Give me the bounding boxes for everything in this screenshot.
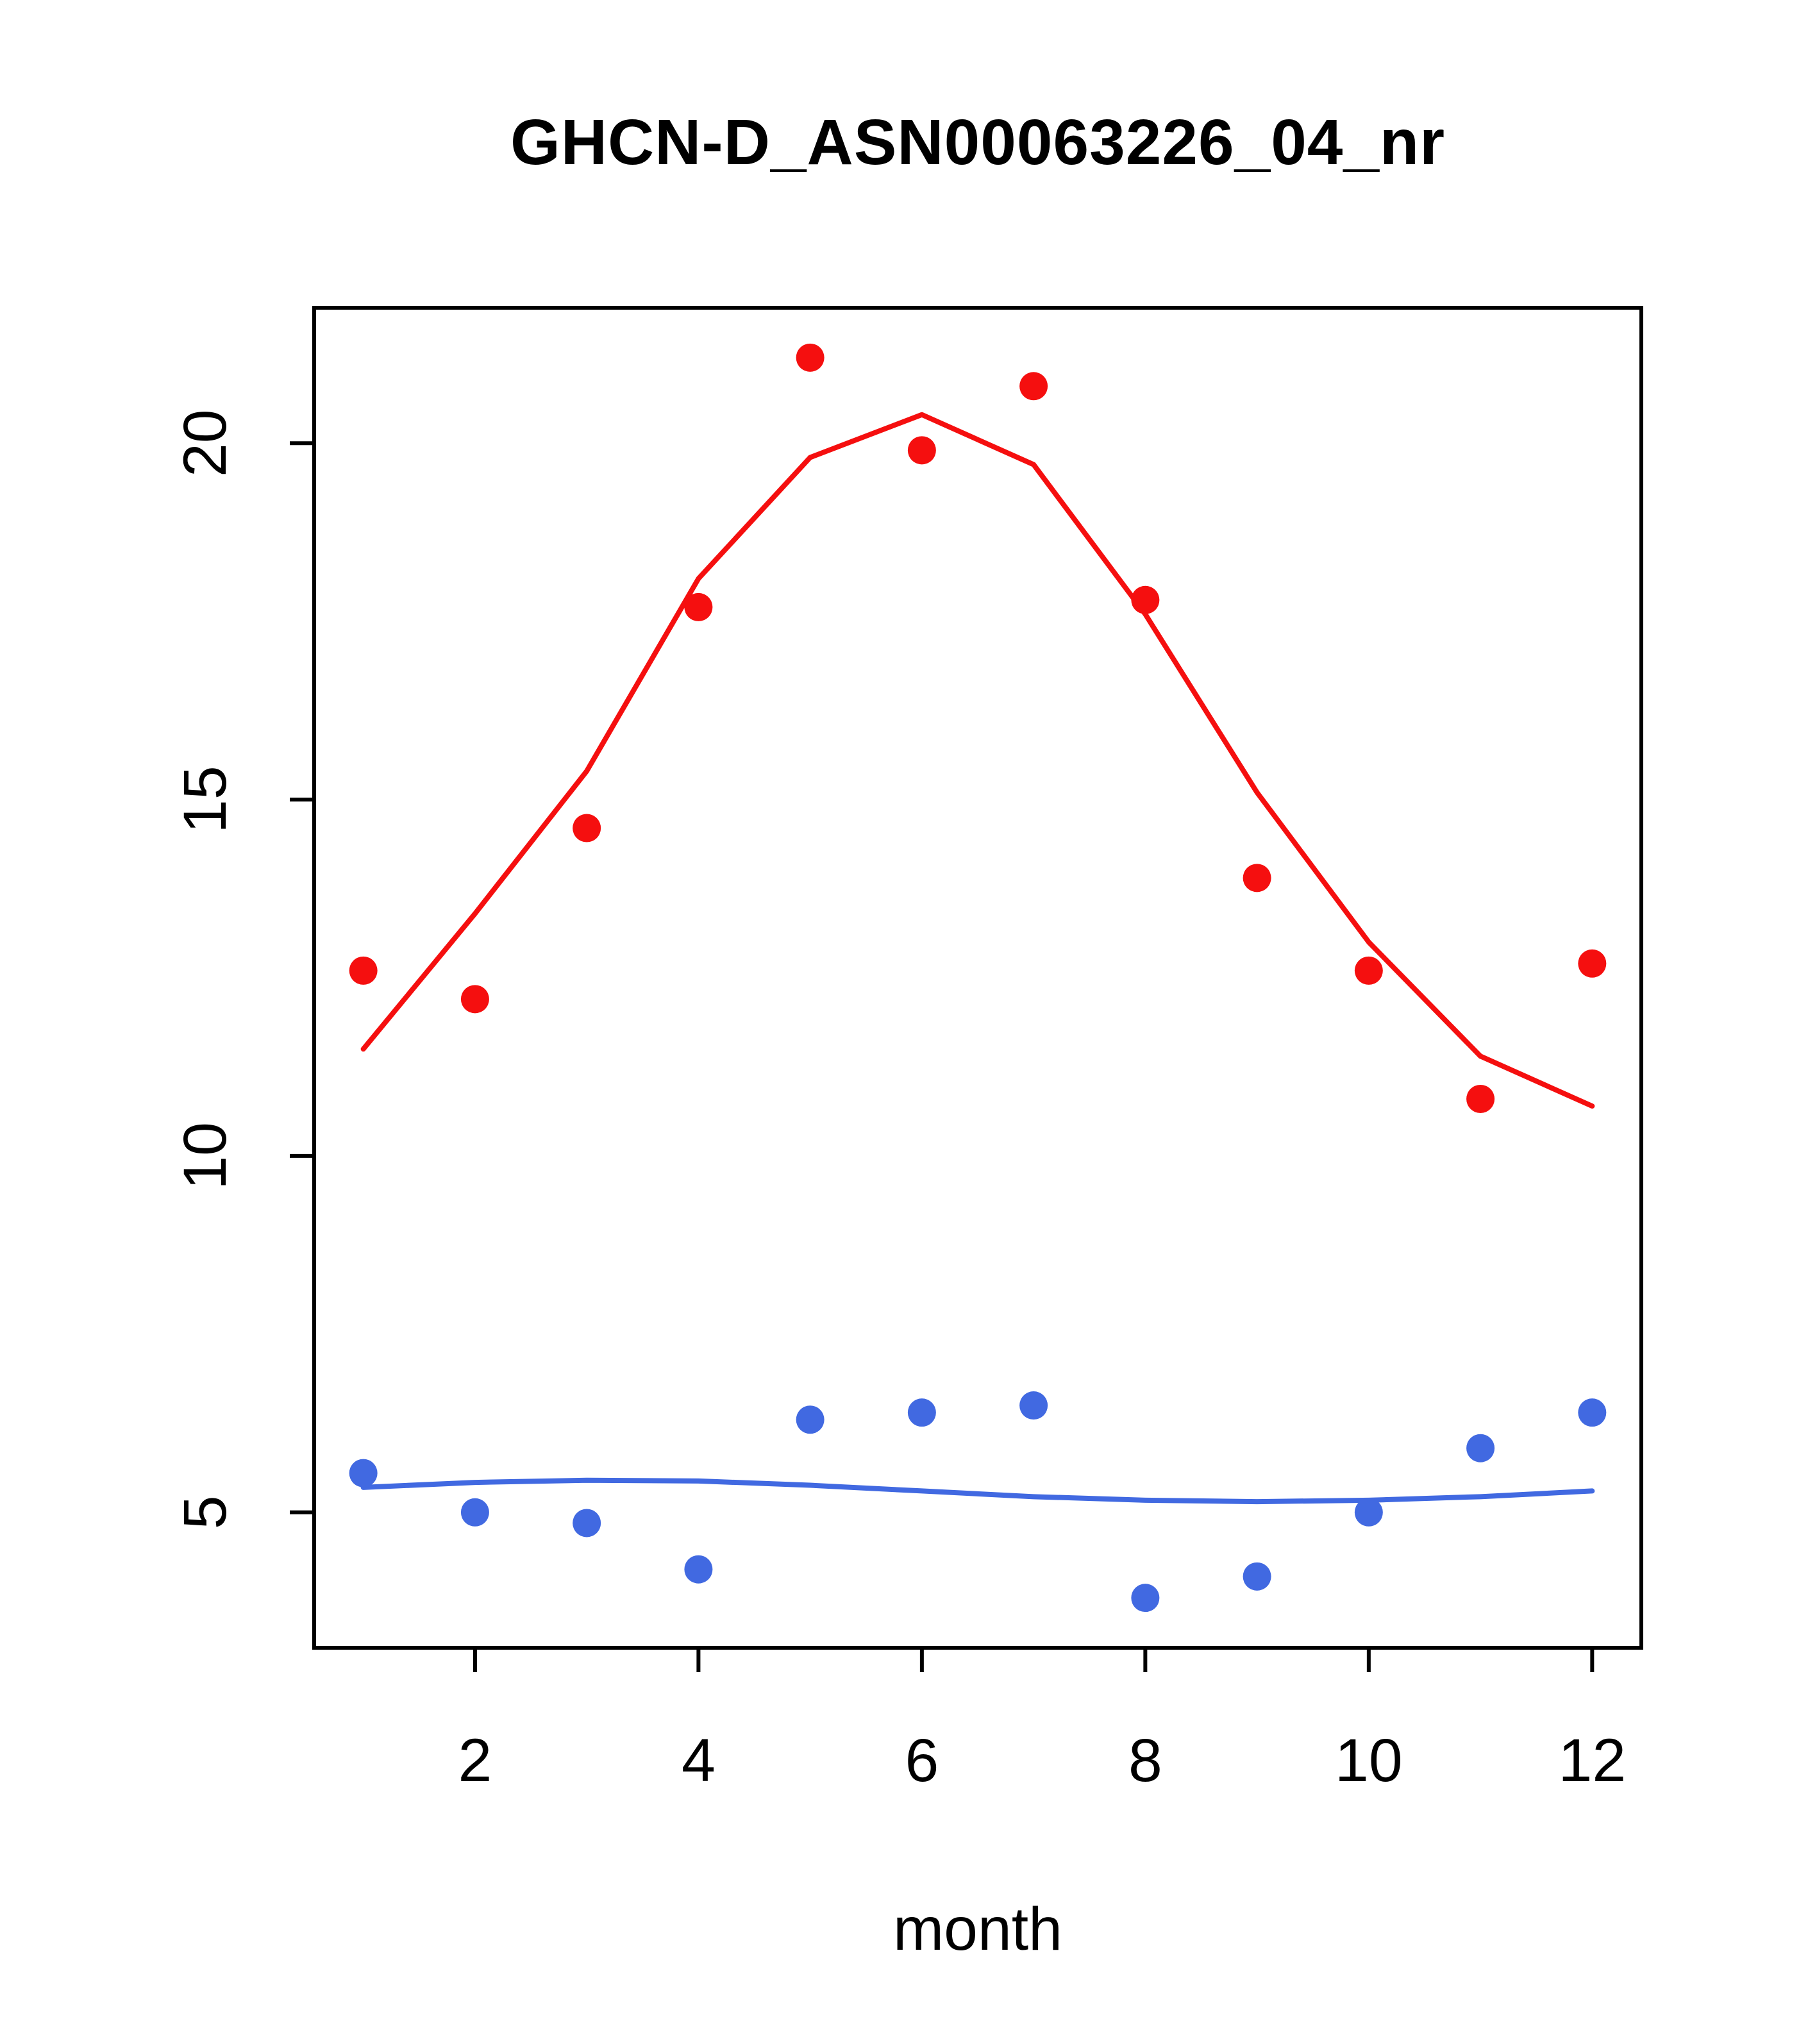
tmax-points-marker [460, 985, 489, 1014]
tmin-points-marker [1019, 1391, 1048, 1420]
y-tick-label: 5 [171, 1495, 239, 1529]
tmin-points-marker [349, 1459, 378, 1487]
x-tick-label: 10 [1335, 1727, 1403, 1795]
plot-box [312, 306, 1643, 1650]
tmax-points-marker [573, 814, 601, 842]
tmax-points-marker [1354, 956, 1383, 985]
tmax-points-marker [796, 343, 825, 372]
x-tick-label: 4 [682, 1727, 716, 1795]
tmax-points-marker [349, 956, 378, 985]
y-tick-label: 15 [171, 766, 239, 834]
tmax-points-marker [907, 436, 936, 465]
tmin-points-marker [1578, 1398, 1607, 1427]
x-tick-label: 12 [1558, 1727, 1626, 1795]
tmin-points-marker [573, 1509, 601, 1537]
tmin-points-marker [1243, 1562, 1271, 1591]
tmin-points-marker [1466, 1434, 1495, 1462]
tmax-points-marker [1578, 949, 1607, 978]
x-tick-label: 6 [905, 1727, 939, 1795]
tmax-points-marker [684, 592, 713, 621]
tmin-points-marker [684, 1555, 713, 1584]
tmin-points-marker [907, 1398, 936, 1427]
tmin-points-marker [1131, 1584, 1160, 1613]
x-axis-label: month [892, 1895, 1063, 1963]
y-tick-label: 20 [171, 409, 239, 477]
tmax-points-marker [1243, 864, 1271, 892]
tmax-smooth-line [360, 412, 1595, 1109]
tmin-smooth-line [360, 1477, 1595, 1505]
tmax-points-marker [1466, 1084, 1495, 1113]
tmin-points-marker [460, 1498, 489, 1527]
chart-title: GHCN-D_ASN00063226_04_nr [510, 106, 1446, 178]
tmin-points [349, 1391, 1607, 1613]
y-tick-label: 10 [171, 1122, 239, 1190]
tmax-points [349, 343, 1607, 1113]
x-tick-label: 2 [458, 1727, 492, 1795]
tmin-points-marker [1354, 1498, 1383, 1527]
x-tick-label: 8 [1128, 1727, 1162, 1795]
tmax-points-marker [1131, 585, 1160, 614]
tmin-points-marker [796, 1405, 825, 1434]
tmax-points-marker [1019, 372, 1048, 401]
